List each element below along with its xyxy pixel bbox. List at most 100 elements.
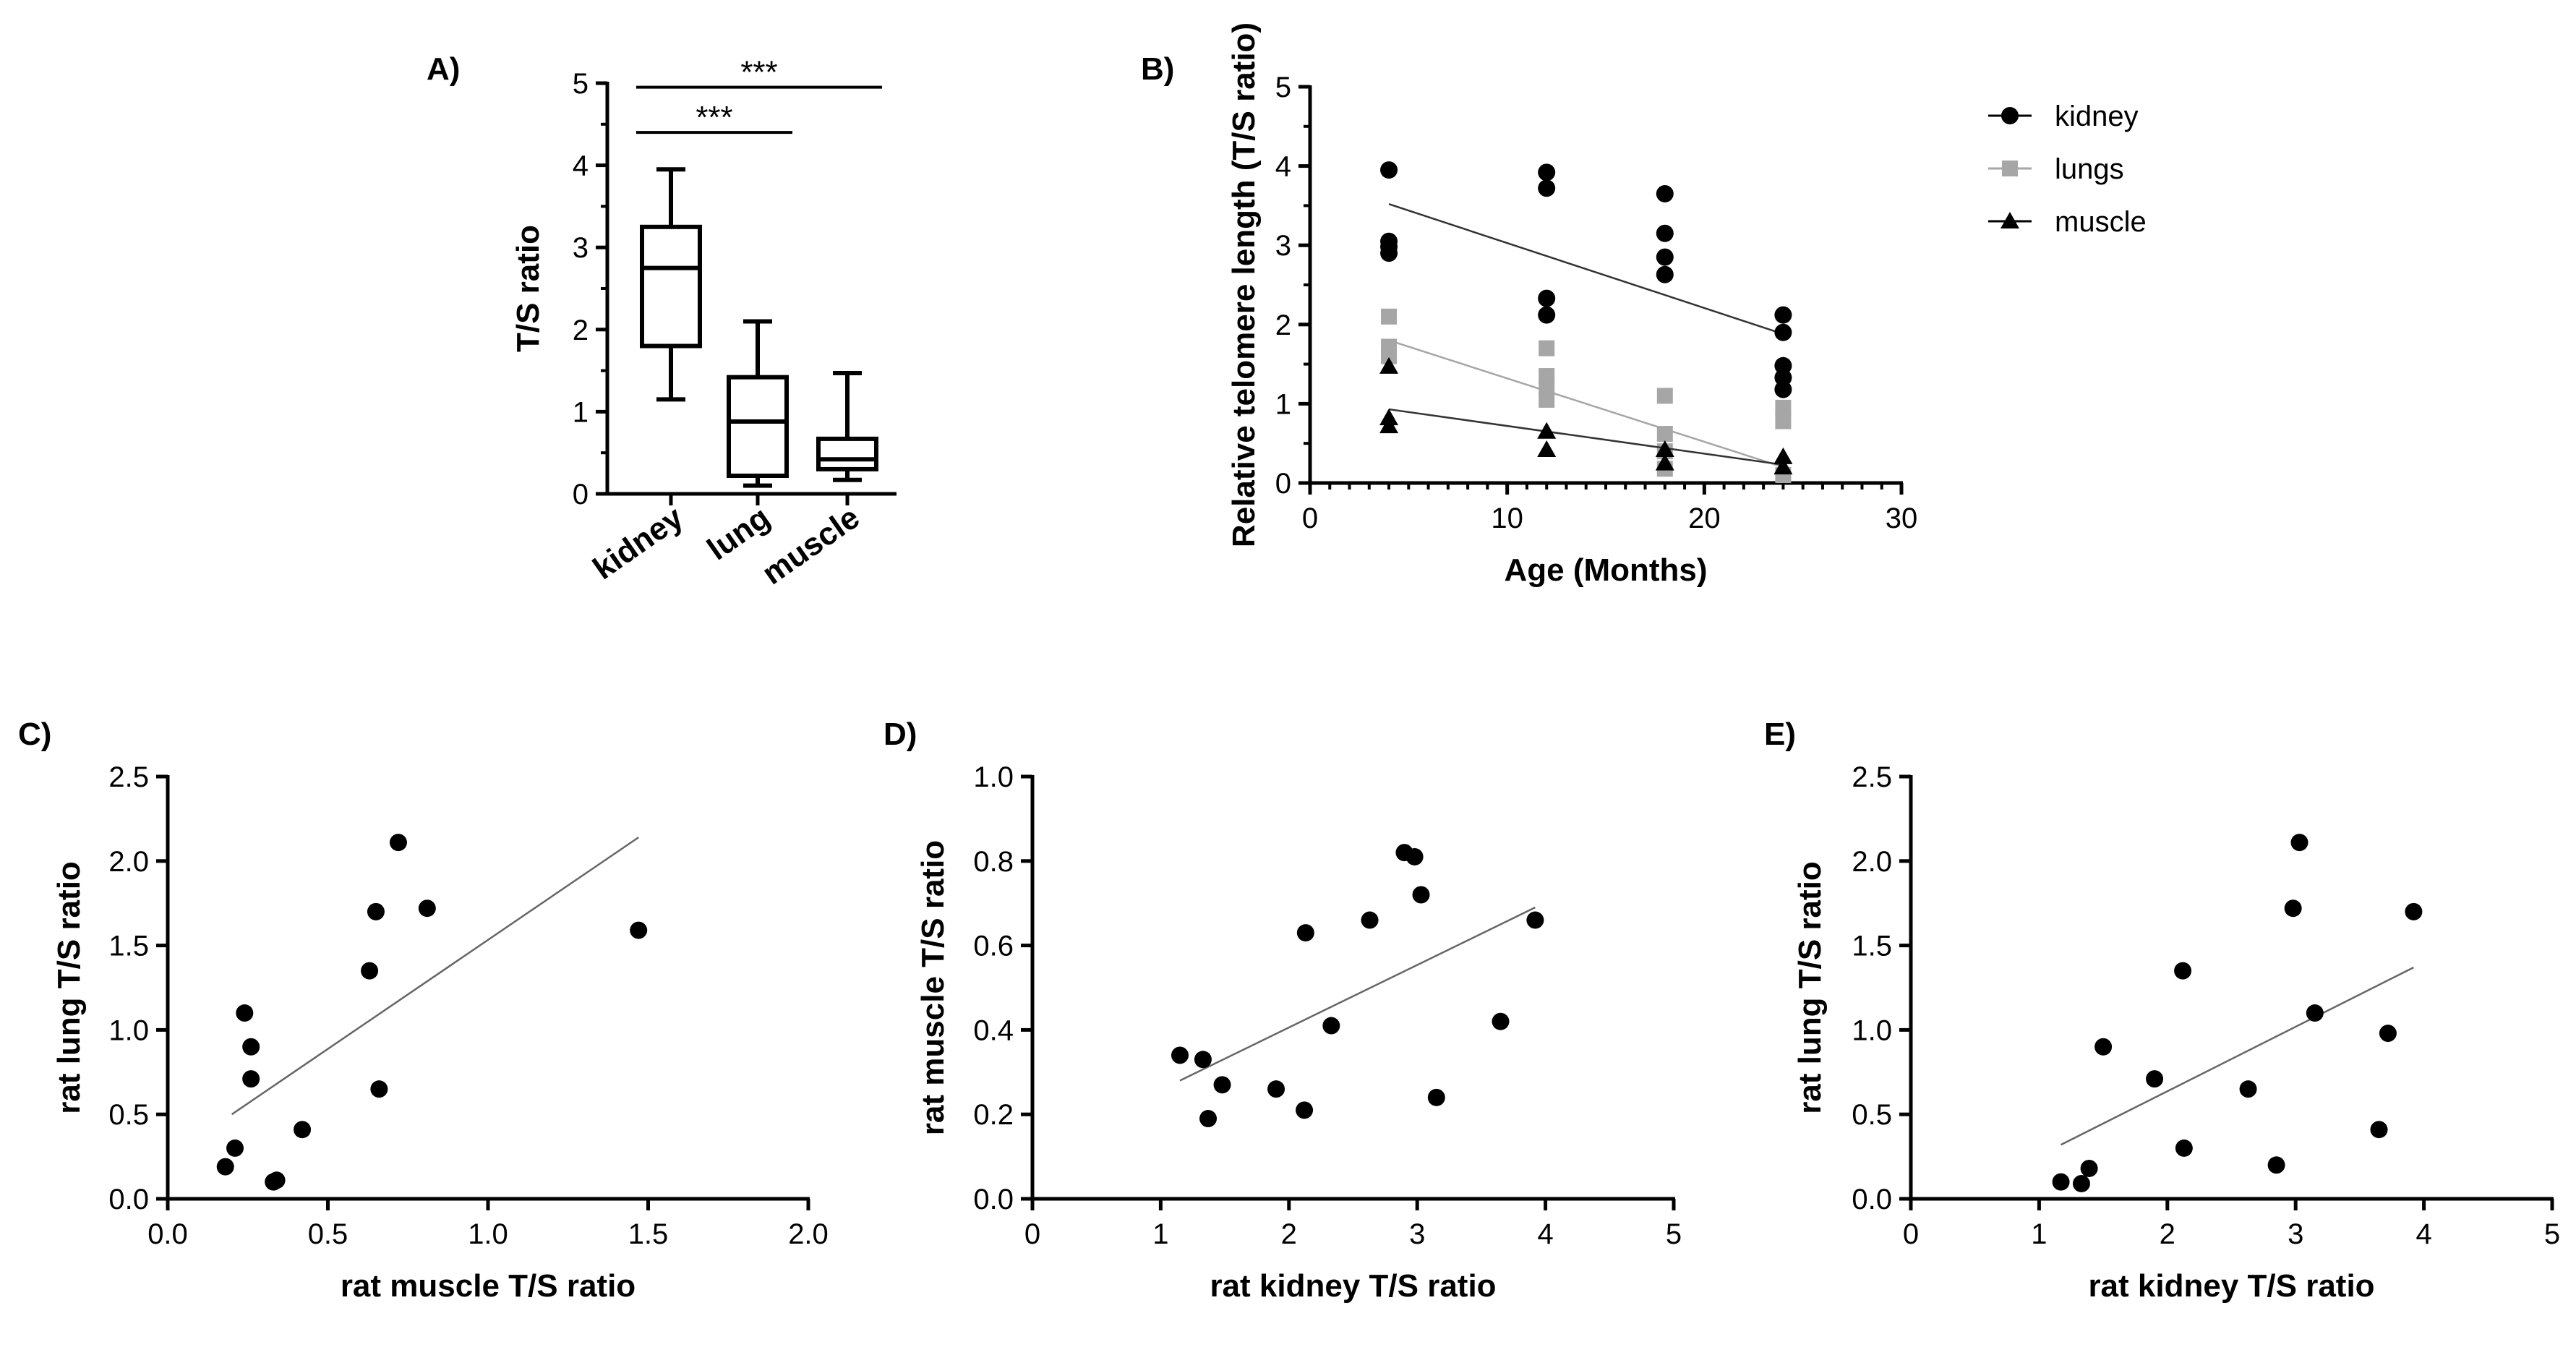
x-tick-label: 0.5 [308, 1218, 348, 1250]
legend-label: muscle [2055, 206, 2147, 238]
data-point [2094, 1038, 2113, 1056]
data-point [294, 1121, 312, 1139]
data-point [2146, 1070, 2164, 1088]
legend-label: kidney [2055, 101, 2139, 132]
data-point [1537, 440, 1557, 457]
data-point [1774, 306, 1792, 324]
panel-label: C) [18, 717, 51, 752]
data-point [242, 1038, 260, 1056]
data-point [1379, 416, 1399, 434]
significance-label: *** [696, 100, 732, 135]
legend-item-kidney: kidney [1988, 101, 2139, 132]
y-tick-label: 2.0 [1852, 846, 1892, 878]
data-point [2379, 1025, 2397, 1043]
x-axis-label: rat muscle T/S ratio [341, 1268, 636, 1304]
panel-label: A) [427, 51, 460, 87]
data-point [1538, 306, 1556, 324]
data-point [1171, 1046, 1189, 1064]
x-axis-label: rat kidney T/S ratio [1210, 1268, 1496, 1304]
data-point [1773, 447, 1793, 464]
x-tick-label: 1 [1152, 1218, 1168, 1250]
data-point [1655, 453, 1674, 471]
y-tick-label: 0.0 [108, 1184, 149, 1215]
regression-line [1388, 408, 1784, 466]
data-point [1194, 1051, 1212, 1069]
y-axis-label: rat muscle T/S ratio [915, 840, 951, 1135]
x-tick-label: 5 [2544, 1218, 2560, 1250]
legend-marker [2001, 212, 2019, 228]
y-tick-label: 2.0 [108, 846, 149, 878]
data-point [226, 1139, 244, 1157]
legend-item-lungs: lungs [1988, 153, 2124, 185]
data-point [1361, 911, 1379, 929]
x-axis-label: Age (Months) [1504, 552, 1707, 588]
data-point [1538, 289, 1556, 307]
data-point [1199, 1110, 1218, 1128]
x-category-label: kidney [586, 500, 690, 586]
y-tick-label: 0.6 [973, 931, 1014, 962]
series-kidney [1380, 161, 1792, 398]
box-iqr [640, 224, 702, 349]
y-tick-label: 0 [1275, 468, 1291, 500]
data-point [1380, 161, 1398, 179]
data-point [1213, 1076, 1231, 1094]
data-point [370, 1080, 388, 1098]
y-tick-label: 0.8 [973, 846, 1014, 878]
y-tick-label: 5 [1275, 72, 1291, 103]
data-point [1405, 847, 1424, 865]
data-point [1381, 308, 1398, 325]
x-tick-label: 0 [1903, 1218, 1919, 1250]
data-point [630, 921, 648, 939]
x-tick-label: 1.5 [628, 1218, 669, 1250]
y-tick-label: 0.5 [108, 1099, 149, 1131]
data-point [2174, 962, 2192, 980]
data-point [1538, 179, 1556, 197]
legend: kidney lungs muscle [1988, 101, 2147, 238]
legend-label: lungs [2055, 153, 2124, 185]
x-tick-label: 1.0 [468, 1218, 508, 1250]
data-point [2370, 1121, 2388, 1139]
x-tick-label: 1 [2031, 1218, 2047, 1250]
data-point [1539, 340, 1555, 356]
data-point [1656, 426, 1673, 443]
y-tick-label: 3 [1275, 230, 1291, 262]
panel-c-scatter: 0.0 0.5 1.0 1.5 2.0 2.5 0.0 0.5 1.0 1.5 2.0 rat mus… [18, 717, 829, 1304]
y-tick-label: 1.0 [1852, 1014, 1892, 1046]
data-point [1296, 1101, 1314, 1119]
x-tick-label: 20 [1688, 503, 1721, 534]
y-tick-label: 2 [1275, 309, 1291, 341]
y-tick-label: 3 [573, 232, 589, 264]
regression-line [1388, 339, 1784, 469]
x-tick-label: 2 [1281, 1218, 1297, 1250]
regression-line [1388, 203, 1784, 335]
y-tick-label: 4 [1275, 151, 1291, 183]
y-tick-label: 0.2 [973, 1099, 1014, 1131]
data-point [1656, 265, 1674, 283]
data-point [1380, 244, 1398, 262]
data-point [1296, 924, 1314, 942]
data-point [2267, 1156, 2285, 1174]
y-tick-label: 1 [1275, 388, 1291, 420]
y-tick-label: 0.5 [1852, 1099, 1892, 1131]
series-lungs [1381, 308, 1792, 484]
data-point [361, 962, 379, 980]
panel-b-scatter: 0 1 2 3 4 5 0 10 20 30 Age (Months) Relative telome… [1141, 22, 2147, 588]
data-point [1427, 1088, 1445, 1106]
data-point [1656, 248, 1674, 266]
x-tick-label: 30 [1886, 503, 1918, 534]
regression-line [1179, 906, 1536, 1082]
data-point [1774, 380, 1792, 398]
x-axis-label: rat kidney T/S ratio [2088, 1268, 2374, 1304]
y-tick-label: 5 [573, 68, 589, 100]
data-point [1774, 369, 1792, 387]
panel-label: D) [883, 717, 917, 752]
data-point [2072, 1174, 2090, 1192]
data-point [1379, 356, 1399, 374]
data-point [236, 1004, 254, 1022]
y-tick-label: 2.5 [108, 761, 149, 793]
data-point [2306, 1004, 2324, 1022]
y-tick-label: 0.4 [973, 1014, 1014, 1046]
data-point [367, 902, 385, 920]
